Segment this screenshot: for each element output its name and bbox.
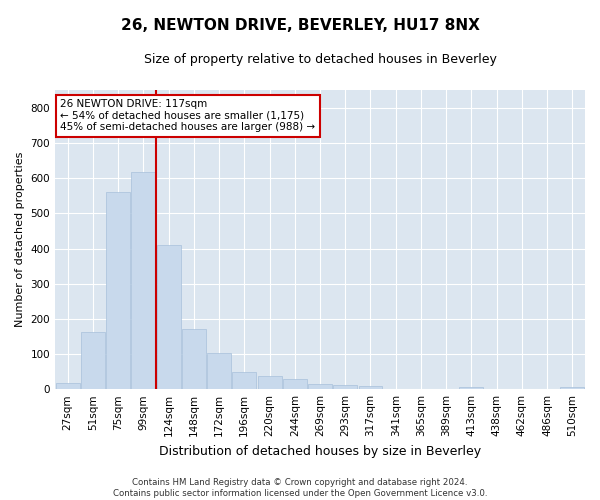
Y-axis label: Number of detached properties: Number of detached properties xyxy=(15,152,25,328)
Bar xyxy=(131,172,155,389)
Bar xyxy=(257,376,281,389)
Bar xyxy=(157,245,181,389)
Text: 26, NEWTON DRIVE, BEVERLEY, HU17 8NX: 26, NEWTON DRIVE, BEVERLEY, HU17 8NX xyxy=(121,18,479,32)
Bar xyxy=(106,192,130,389)
Bar xyxy=(333,384,357,389)
Bar xyxy=(207,353,231,389)
Bar xyxy=(182,330,206,389)
Bar xyxy=(460,386,484,389)
Bar xyxy=(308,384,332,389)
Bar xyxy=(359,386,382,389)
Bar xyxy=(232,372,256,389)
X-axis label: Distribution of detached houses by size in Beverley: Distribution of detached houses by size … xyxy=(159,444,481,458)
Title: Size of property relative to detached houses in Beverley: Size of property relative to detached ho… xyxy=(143,52,496,66)
Text: Contains HM Land Registry data © Crown copyright and database right 2024.
Contai: Contains HM Land Registry data © Crown c… xyxy=(113,478,487,498)
Bar xyxy=(560,386,584,389)
Bar xyxy=(56,383,80,389)
Bar xyxy=(81,332,105,389)
Bar xyxy=(283,378,307,389)
Text: 26 NEWTON DRIVE: 117sqm
← 54% of detached houses are smaller (1,175)
45% of semi: 26 NEWTON DRIVE: 117sqm ← 54% of detache… xyxy=(61,99,316,132)
